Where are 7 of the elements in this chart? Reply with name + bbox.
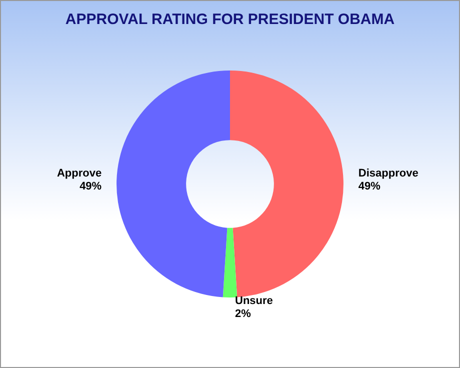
data-label: 49%: [80, 180, 102, 193]
slice-label: Disapprove: [358, 168, 418, 180]
slice-label: Unsure: [235, 294, 273, 307]
data-label: 2%: [235, 308, 252, 320]
data-label: 49%: [358, 180, 381, 193]
chart-title: APPROVAL RATING FOR PRESIDENT OBAMA: [65, 11, 395, 28]
slice-label: Approve: [56, 168, 102, 180]
